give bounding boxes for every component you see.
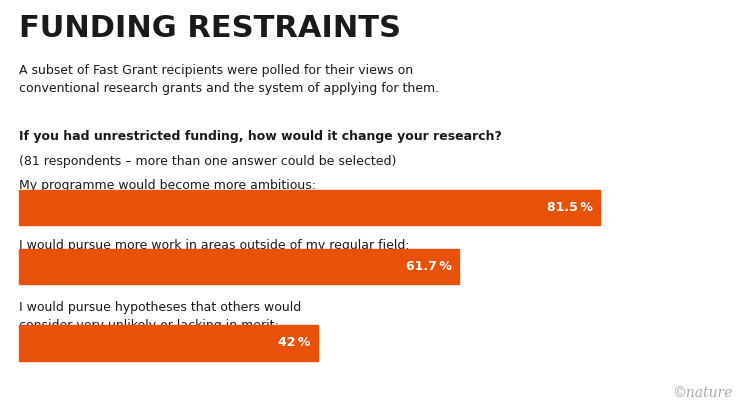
Text: I would pursue more work in areas outside of my regular field:: I would pursue more work in areas outsid… (19, 239, 409, 252)
Text: A subset of Fast Grant recipients were polled for their views on
conventional re: A subset of Fast Grant recipients were p… (19, 64, 439, 95)
Text: My programme would become more ambitious:: My programme would become more ambitious… (19, 179, 315, 192)
Text: ©nature: ©nature (672, 386, 732, 400)
Bar (19, 325, 318, 360)
Text: 42 %: 42 % (279, 337, 311, 349)
Bar (19, 190, 600, 225)
Text: I would pursue hypotheses that others would
consider very unlikely or lacking in: I would pursue hypotheses that others wo… (19, 301, 301, 332)
Bar (19, 249, 459, 284)
Text: 81.5 %: 81.5 % (547, 201, 593, 213)
Text: FUNDING RESTRAINTS: FUNDING RESTRAINTS (19, 14, 401, 43)
Text: 61.7 %: 61.7 % (406, 260, 451, 273)
Text: (81 respondents – more than one answer could be selected): (81 respondents – more than one answer c… (19, 154, 396, 168)
Text: If you had unrestricted funding, how would it change your research?: If you had unrestricted funding, how wou… (19, 130, 502, 143)
